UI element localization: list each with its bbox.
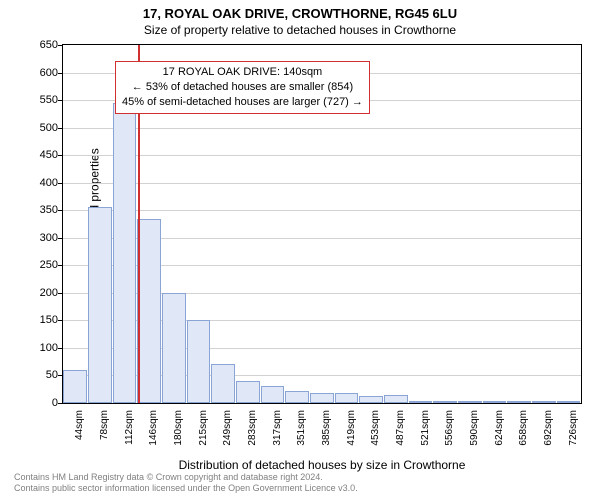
gridline [63, 183, 581, 184]
ytick-mark [58, 73, 63, 74]
ytick-label: 150 [26, 314, 58, 326]
xtick-label: 112sqm [128, 375, 139, 410]
xtick-label: 283sqm [251, 374, 262, 410]
ytick-label: 600 [26, 67, 58, 79]
ytick-label: 0 [26, 397, 58, 409]
ytick-label: 100 [26, 342, 58, 354]
plot-region: 17 ROYAL OAK DRIVE: 140sqm ← 53% of deta… [62, 44, 582, 404]
ytick-label: 300 [26, 232, 58, 244]
ytick-mark [58, 128, 63, 129]
footer-attribution: Contains HM Land Registry data © Crown c… [14, 472, 358, 495]
xtick-label: 590sqm [473, 374, 484, 410]
xtick-label: 44sqm [78, 380, 89, 410]
xtick-label: 419sqm [350, 374, 361, 410]
xtick-label: 453sqm [374, 374, 385, 410]
ytick-label: 500 [26, 122, 58, 134]
ytick-mark [58, 293, 63, 294]
footer-line2: Contains public sector information licen… [14, 483, 358, 494]
xtick-label: 180sqm [177, 374, 188, 410]
ytick-label: 50 [26, 369, 58, 381]
xtick-label: 487sqm [399, 374, 410, 410]
ytick-mark [58, 320, 63, 321]
xtick-label: 385sqm [325, 374, 336, 410]
ytick-mark [58, 183, 63, 184]
ytick-mark [58, 155, 63, 156]
xtick-label: 215sqm [202, 374, 213, 410]
histogram-bar [113, 103, 137, 403]
xtick-label: 726sqm [572, 374, 583, 410]
gridline [63, 210, 581, 211]
xtick-label: 521sqm [424, 374, 435, 410]
ytick-mark [58, 348, 63, 349]
xtick-label: 624sqm [498, 374, 509, 410]
chart-title-main: 17, ROYAL OAK DRIVE, CROWTHORNE, RG45 6L… [0, 0, 600, 21]
xtick-label: 78sqm [103, 380, 114, 410]
ytick-label: 650 [26, 39, 58, 51]
info-box-line3: 45% of semi-detached houses are larger (… [122, 95, 363, 110]
gridline [63, 155, 581, 156]
info-box-line2: ← 53% of detached houses are smaller (85… [122, 80, 363, 95]
ytick-label: 550 [26, 94, 58, 106]
xtick-label: 317sqm [276, 374, 287, 410]
chart-area: Number of detached properties 17 ROYAL O… [62, 44, 582, 404]
ytick-mark [58, 45, 63, 46]
ytick-mark [58, 100, 63, 101]
ytick-label: 450 [26, 149, 58, 161]
chart-title-sub: Size of property relative to detached ho… [0, 21, 600, 37]
ytick-label: 350 [26, 204, 58, 216]
ytick-label: 250 [26, 259, 58, 271]
ytick-mark [58, 210, 63, 211]
ytick-mark [58, 375, 63, 376]
ytick-label: 400 [26, 177, 58, 189]
xtick-label: 249sqm [226, 374, 237, 410]
ytick-label: 200 [26, 287, 58, 299]
ytick-mark [58, 403, 63, 404]
ytick-mark [58, 265, 63, 266]
footer-line1: Contains HM Land Registry data © Crown c… [14, 472, 358, 483]
info-box: 17 ROYAL OAK DRIVE: 140sqm ← 53% of deta… [115, 61, 370, 114]
x-axis-label: Distribution of detached houses by size … [62, 458, 582, 472]
xtick-label: 146sqm [152, 374, 163, 410]
xtick-label: 658sqm [522, 374, 533, 410]
xtick-label: 556sqm [448, 374, 459, 410]
info-box-line1: 17 ROYAL OAK DRIVE: 140sqm [122, 65, 363, 80]
xtick-label: 692sqm [547, 374, 558, 410]
chart-container: 17, ROYAL OAK DRIVE, CROWTHORNE, RG45 6L… [0, 0, 600, 500]
histogram-bar [88, 207, 112, 403]
ytick-mark [58, 238, 63, 239]
gridline [63, 128, 581, 129]
xtick-label: 351sqm [300, 374, 311, 410]
